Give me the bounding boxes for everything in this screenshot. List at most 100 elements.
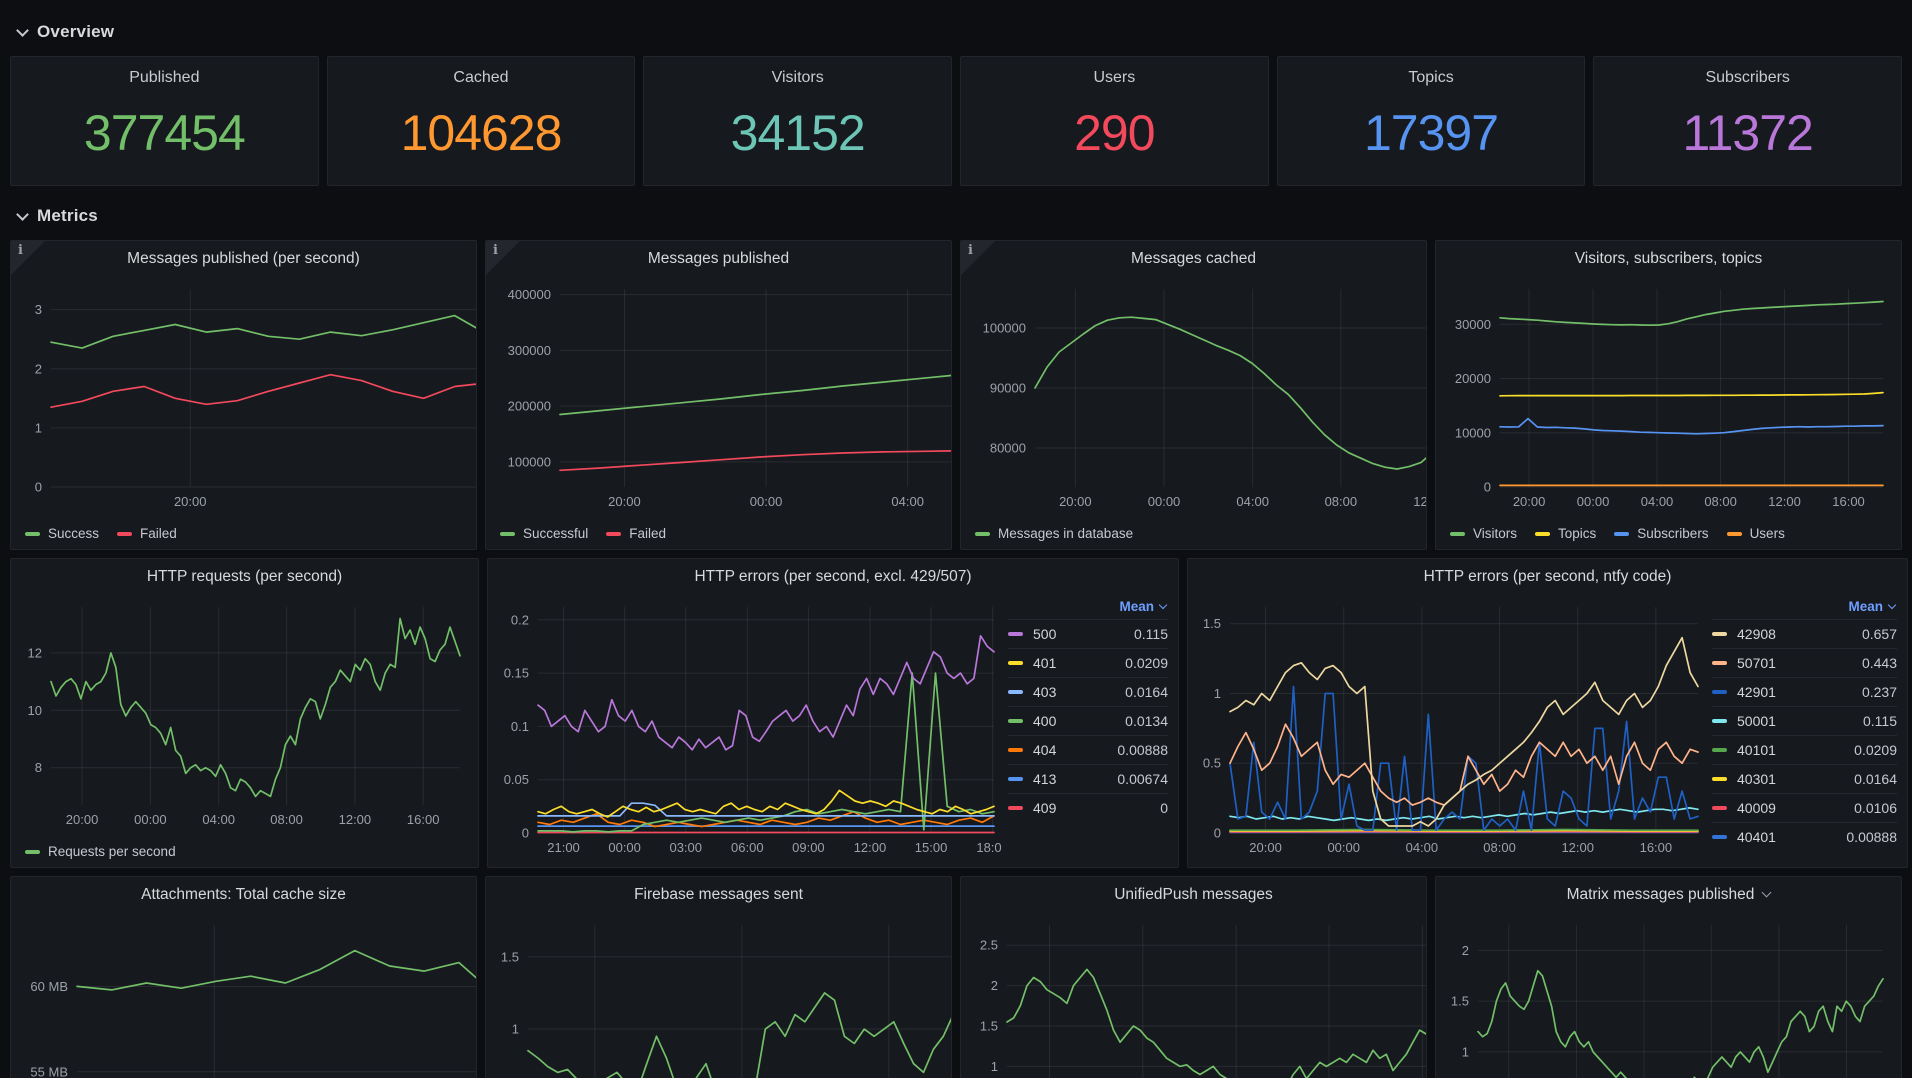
svg-text:30000: 30000 <box>1455 317 1491 332</box>
series-mean-value: 0.0209 <box>1854 742 1897 758</box>
svg-text:08:00: 08:00 <box>270 812 303 827</box>
series-color-swatch <box>1712 806 1727 810</box>
series-name[interactable]: 500 <box>1033 626 1057 642</box>
panel-title[interactable]: HTTP errors (per second, excl. 429/507) <box>694 568 972 585</box>
legend-item[interactable]: Successful <box>500 526 588 541</box>
svg-text:1: 1 <box>991 1059 998 1074</box>
stat-value: 290 <box>1074 105 1155 161</box>
series-mean-value: 0.443 <box>1861 655 1897 671</box>
panel-title[interactable]: Matrix messages published <box>1476 886 1861 904</box>
panel-title[interactable]: HTTP requests (per second) <box>146 568 343 585</box>
legend-item[interactable]: Topics <box>1535 526 1596 541</box>
legend-item[interactable]: Failed <box>606 526 666 541</box>
stat-value: 17397 <box>1364 105 1499 161</box>
legend-item[interactable]: Visitors <box>1450 526 1517 541</box>
chart-area[interactable]: 0 0.5 1 1.5 20:00 00:00 04:00 08:00 12:00 16:00 <box>1198 599 1706 859</box>
series-name[interactable]: 413 <box>1033 771 1057 787</box>
legend: Requests per second <box>25 844 176 859</box>
chart-area[interactable]: 0 10000 20000 30000 20:00 00:00 04:00 08:00 12:0… <box>1446 281 1891 513</box>
panel-info-icon[interactable]: i <box>11 241 45 275</box>
panel-info-icon[interactable]: i <box>486 241 520 275</box>
svg-text:80000: 80000 <box>990 441 1026 456</box>
legend-label: Requests per second <box>48 844 176 859</box>
legend-label: Messages in database <box>998 526 1134 541</box>
series-name[interactable]: 403 <box>1033 684 1057 700</box>
stat-panel-visitors: Visitors 34152 <box>643 56 953 186</box>
legend-table: Mean 42908 0.657 50701 0.443 42901 0.237 50001 0… <box>1712 593 1897 851</box>
legend-table-row: 50001 0.115 <box>1712 706 1897 735</box>
svg-text:55 MB: 55 MB <box>30 1064 68 1078</box>
series-name[interactable]: 40401 <box>1737 829 1776 845</box>
legend-mean-header[interactable]: Mean <box>1848 598 1883 614</box>
panel-title[interactable]: Messages published (per second) <box>127 250 360 267</box>
svg-text:1.5: 1.5 <box>1203 616 1221 631</box>
legend-item[interactable]: Subscribers <box>1614 526 1709 541</box>
legend-mean-header[interactable]: Mean <box>1119 598 1154 614</box>
svg-text:0: 0 <box>522 826 529 841</box>
panel-title[interactable]: Firebase messages sent <box>634 886 803 903</box>
legend-item[interactable]: Requests per second <box>25 844 176 859</box>
svg-text:21:00: 21:00 <box>547 840 580 855</box>
chart-area[interactable]: 0.511.5 <box>496 917 951 1078</box>
svg-text:2: 2 <box>991 978 998 993</box>
legend-item[interactable]: Messages in database <box>975 526 1133 541</box>
section-header-overview[interactable]: Overview <box>16 18 1902 46</box>
series-name[interactable]: 50001 <box>1737 713 1776 729</box>
stat-panel-published: Published 377454 <box>10 56 319 186</box>
svg-text:1.5: 1.5 <box>501 949 519 964</box>
series-name[interactable]: 42908 <box>1737 626 1776 642</box>
chart-area[interactable]: 55 MB 60 MB <box>21 917 476 1078</box>
series-color-swatch <box>1535 531 1551 536</box>
chart-area[interactable]: 8 10 12 20:00 00:00 04:00 08:00 12:00 16:00 <box>21 599 468 831</box>
series-name[interactable]: 401 <box>1033 655 1057 671</box>
panel-title[interactable]: Visitors, subscribers, topics <box>1574 250 1763 267</box>
series-name[interactable]: 50701 <box>1737 655 1776 671</box>
legend-item[interactable]: Users <box>1726 526 1785 541</box>
legend-item[interactable]: Success <box>25 526 99 541</box>
series-name[interactable]: 40301 <box>1737 771 1776 787</box>
series-color-swatch <box>1712 661 1727 665</box>
chevron-down-icon <box>1158 600 1168 609</box>
svg-text:00:00: 00:00 <box>1327 840 1360 855</box>
svg-text:1: 1 <box>1214 686 1221 701</box>
panel-title[interactable]: HTTP errors (per second, ntfy code) <box>1423 568 1672 585</box>
panel-info-icon[interactable]: i <box>961 241 995 275</box>
legend-table-row: 40401 0.00888 <box>1712 822 1897 851</box>
panel-title[interactable]: Attachments: Total cache size <box>141 886 346 903</box>
series-mean-value: 0.00888 <box>1846 829 1897 845</box>
legend-table-row: 50701 0.443 <box>1712 648 1897 677</box>
chart-area[interactable]: 10000020000030000040000020:0000:0004:000… <box>496 281 951 513</box>
series-name[interactable]: 40101 <box>1737 742 1776 758</box>
series-name[interactable]: 40009 <box>1737 800 1776 816</box>
metrics-row-1: i Messages published (per second) 0 1 2 3 20:0… <box>10 240 1902 550</box>
chart-area[interactable]: 1 1.5 2 2.5 <box>971 917 1426 1078</box>
section-header-metrics[interactable]: Metrics <box>16 202 1902 230</box>
chart-area[interactable]: 80000 90000 100000 20:00 00:00 04:00 08:00 12:0… <box>971 281 1426 513</box>
series-name[interactable]: 409 <box>1033 800 1057 816</box>
svg-text:08:00: 08:00 <box>1704 494 1737 509</box>
legend-table-row: 400 0.0134 <box>1008 706 1168 735</box>
svg-text:3: 3 <box>35 302 42 317</box>
series-color-swatch <box>1712 690 1727 694</box>
svg-text:10000: 10000 <box>1455 425 1491 440</box>
series-name[interactable]: 42901 <box>1737 684 1776 700</box>
stat-title: Topics <box>1408 69 1454 86</box>
panel-title[interactable]: Messages published <box>647 250 790 267</box>
panel-title[interactable]: Messages cached <box>1131 250 1256 267</box>
chart-area[interactable]: 0 0.05 0.1 0.15 0.2 21:00 00:00 03:00 06:00 09:00… <box>498 599 1009 859</box>
svg-text:2: 2 <box>1462 943 1469 958</box>
series-name[interactable]: 400 <box>1033 713 1057 729</box>
chart-area[interactable]: 0.511.52 <box>1446 917 1891 1078</box>
legend-table-row: 42908 0.657 <box>1712 619 1897 648</box>
panel-http-requests-per-second: HTTP requests (per second) 8 10 12 20:00 00:0… <box>10 558 479 868</box>
svg-text:16:00: 16:00 <box>1640 840 1673 855</box>
legend-label: Subscribers <box>1637 526 1709 541</box>
svg-text:60 MB: 60 MB <box>30 979 68 994</box>
series-name[interactable]: 404 <box>1033 742 1057 758</box>
metrics-row-2: HTTP requests (per second) 8 10 12 20:00 00:0… <box>10 558 1908 868</box>
series-color-swatch <box>1008 777 1023 781</box>
legend-item[interactable]: Failed <box>117 526 177 541</box>
panel-title[interactable]: UnifiedPush messages <box>1114 886 1273 903</box>
